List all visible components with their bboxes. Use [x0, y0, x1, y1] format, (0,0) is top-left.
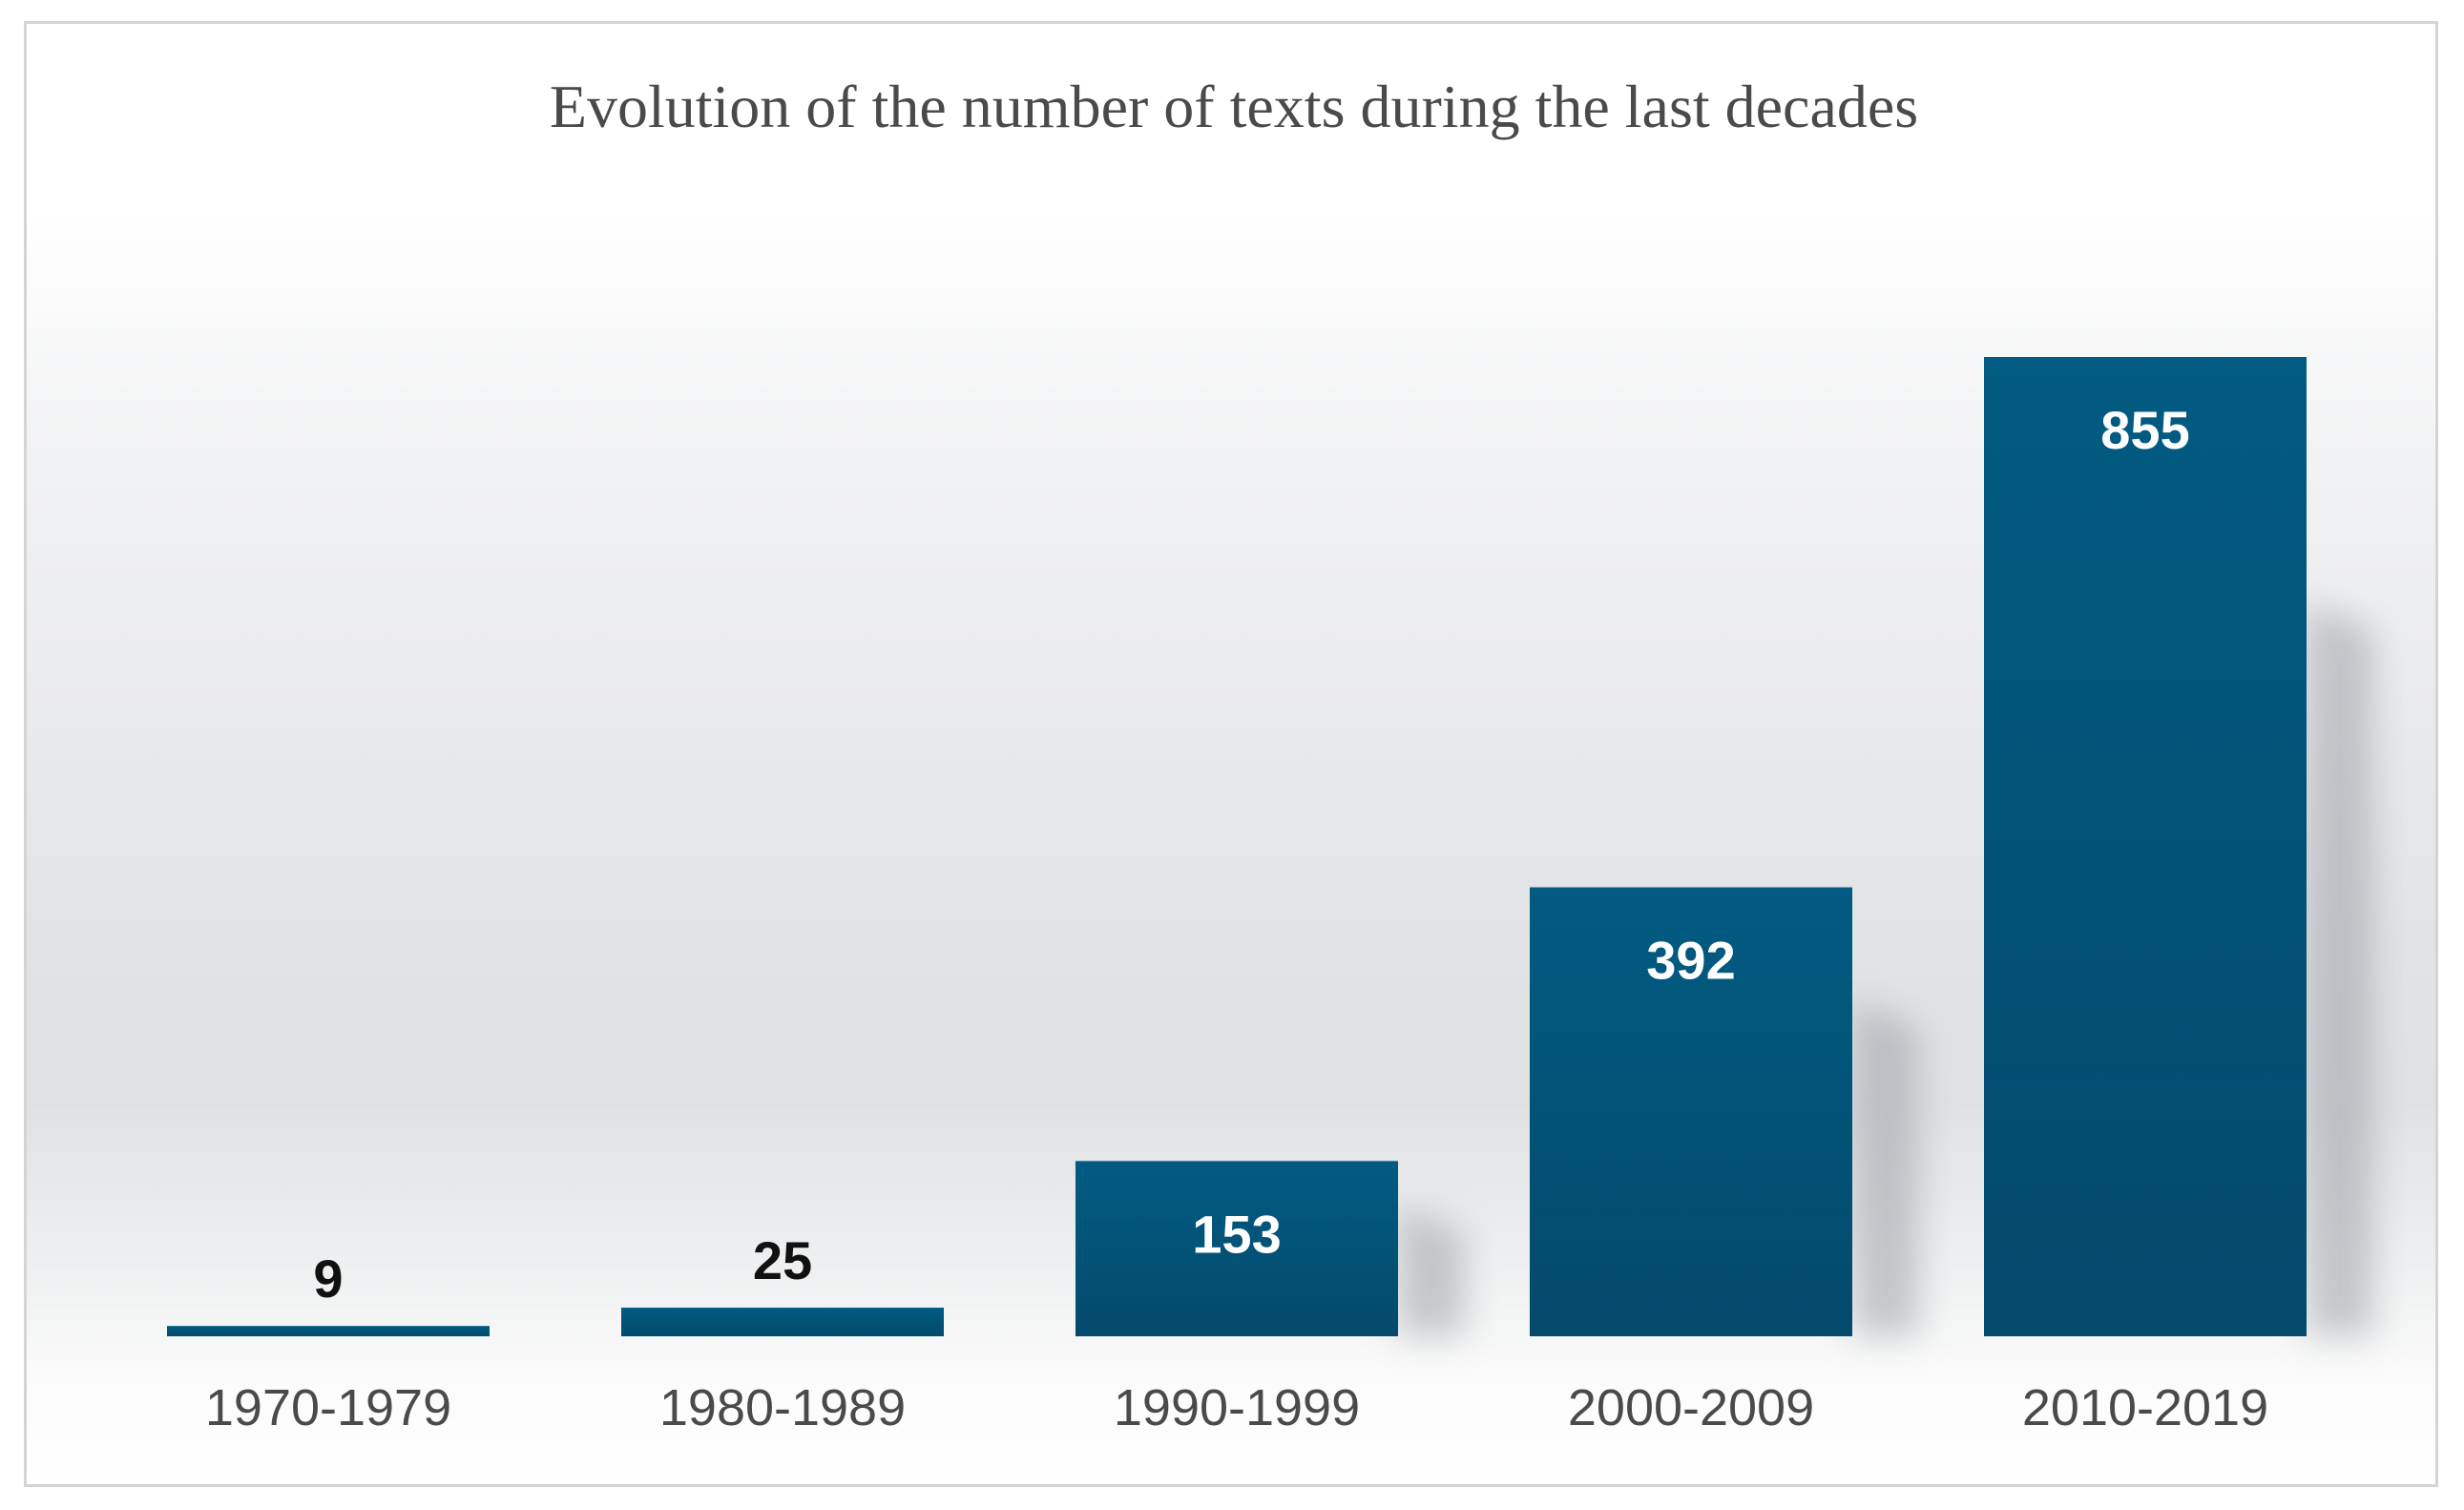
- data-label-2000-2009: 392: [1646, 931, 1735, 991]
- bar-shadow-1990-1999: [1398, 1205, 1465, 1336]
- x-tick-label-1970-1979: 1970-1979: [205, 1379, 451, 1437]
- bar-1970-1979: [167, 1326, 490, 1336]
- chart-title: Evolution of the number of texts during …: [550, 73, 1918, 140]
- x-tick-label-2000-2009: 2000-2009: [1568, 1379, 1814, 1437]
- data-labels: 9 25 153 392 855: [313, 400, 2189, 1309]
- data-label-1990-1999: 153: [1192, 1204, 1281, 1264]
- bar-1990-1999: [1075, 1161, 1398, 1336]
- x-tick-label-1990-1999: 1990-1999: [1114, 1379, 1360, 1437]
- bar-2000-2009: [1530, 887, 1852, 1336]
- bar-shadow-2000-2009: [1852, 999, 1919, 1336]
- data-label-1970-1979: 9: [313, 1248, 343, 1309]
- x-tick-labels: 1970-1979 1980-1989 1990-1999 2000-2009 2010…: [205, 1379, 2268, 1437]
- chart-frame: Evolution of the number of texts during …: [24, 21, 2438, 1487]
- bar-1980-1989: [621, 1308, 944, 1336]
- bar-shadows: [1398, 601, 2373, 1336]
- bar-chart: Evolution of the number of texts during …: [167, 73, 2373, 1437]
- bar-2010-2019: [1984, 357, 2307, 1336]
- x-tick-label-1980-1989: 1980-1989: [659, 1379, 906, 1437]
- data-label-2010-2019: 855: [2100, 400, 2189, 460]
- data-label-1980-1989: 25: [753, 1230, 812, 1290]
- bar-shadow-2010-2019: [2307, 601, 2373, 1336]
- x-tick-label-2010-2019: 2010-2019: [2022, 1379, 2268, 1437]
- bars: [167, 357, 2307, 1336]
